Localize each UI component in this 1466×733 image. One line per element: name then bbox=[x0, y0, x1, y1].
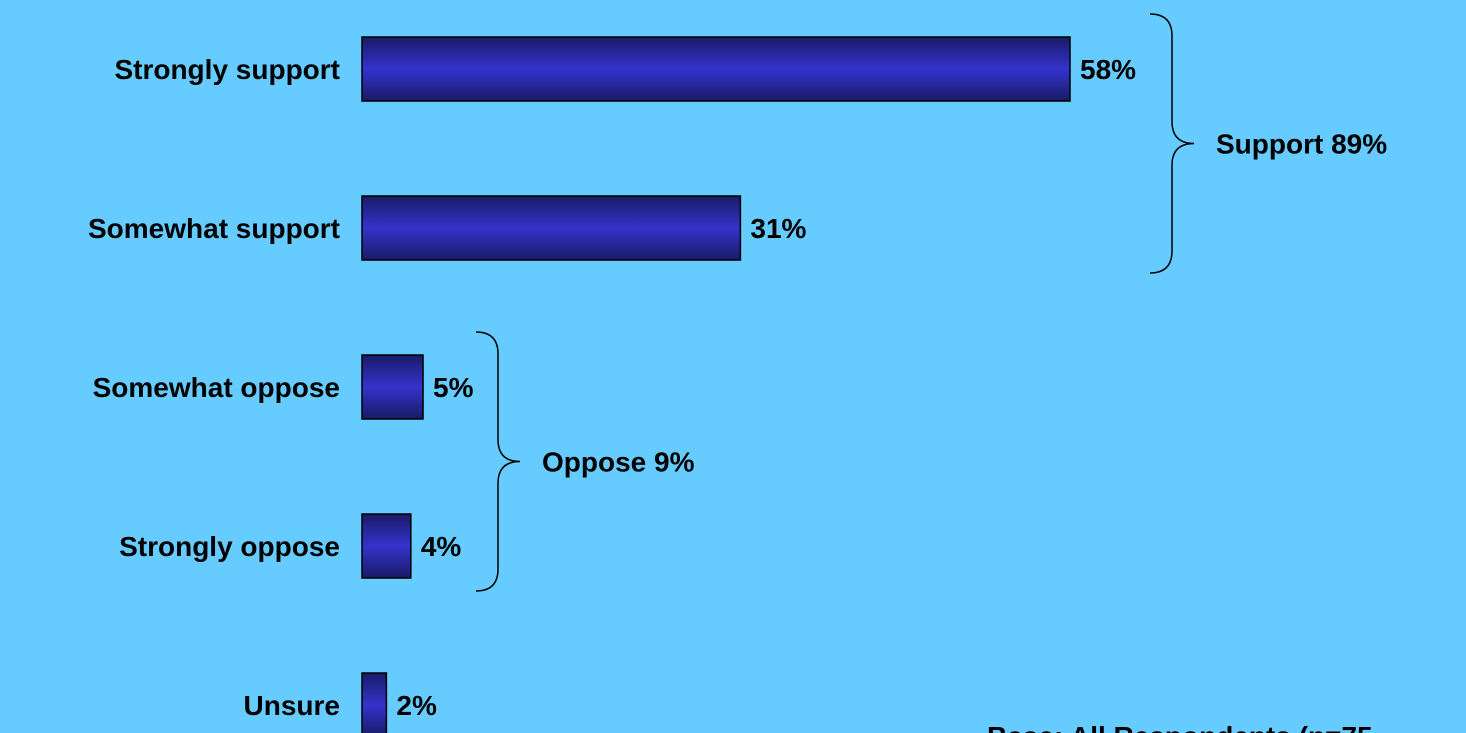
category-label-somewhat-oppose: Somewhat oppose bbox=[93, 372, 340, 403]
value-label-strongly-oppose: 4% bbox=[421, 531, 462, 562]
bar-strongly-oppose bbox=[361, 513, 412, 579]
bars-layer: Strongly support 58% Somewhat support 31% So… bbox=[88, 36, 1136, 733]
bracket-oppose bbox=[475, 331, 521, 592]
bar-unsure bbox=[361, 672, 388, 733]
value-label-unsure: 2% bbox=[396, 690, 437, 721]
group-label-oppose: Oppose 9% bbox=[542, 447, 695, 478]
category-label-strongly-support: Strongly support bbox=[114, 54, 340, 85]
bar-somewhat-support bbox=[361, 195, 742, 261]
footnote: Base: All Respondents (n=75 bbox=[987, 721, 1373, 733]
category-label-strongly-oppose: Strongly oppose bbox=[119, 531, 340, 562]
bar-somewhat-oppose bbox=[361, 354, 424, 420]
group-label-support: Support 89% bbox=[1216, 129, 1387, 160]
value-label-somewhat-support: 31% bbox=[750, 213, 806, 244]
value-label-somewhat-oppose: 5% bbox=[433, 372, 474, 403]
category-label-somewhat-support: Somewhat support bbox=[88, 213, 340, 244]
category-label-unsure: Unsure bbox=[244, 690, 340, 721]
bracket-support bbox=[1149, 13, 1195, 274]
bar-strongly-support bbox=[361, 36, 1071, 102]
value-label-strongly-support: 58% bbox=[1080, 54, 1136, 85]
brackets-layer: Support 89% Oppose 9% bbox=[475, 13, 1387, 592]
